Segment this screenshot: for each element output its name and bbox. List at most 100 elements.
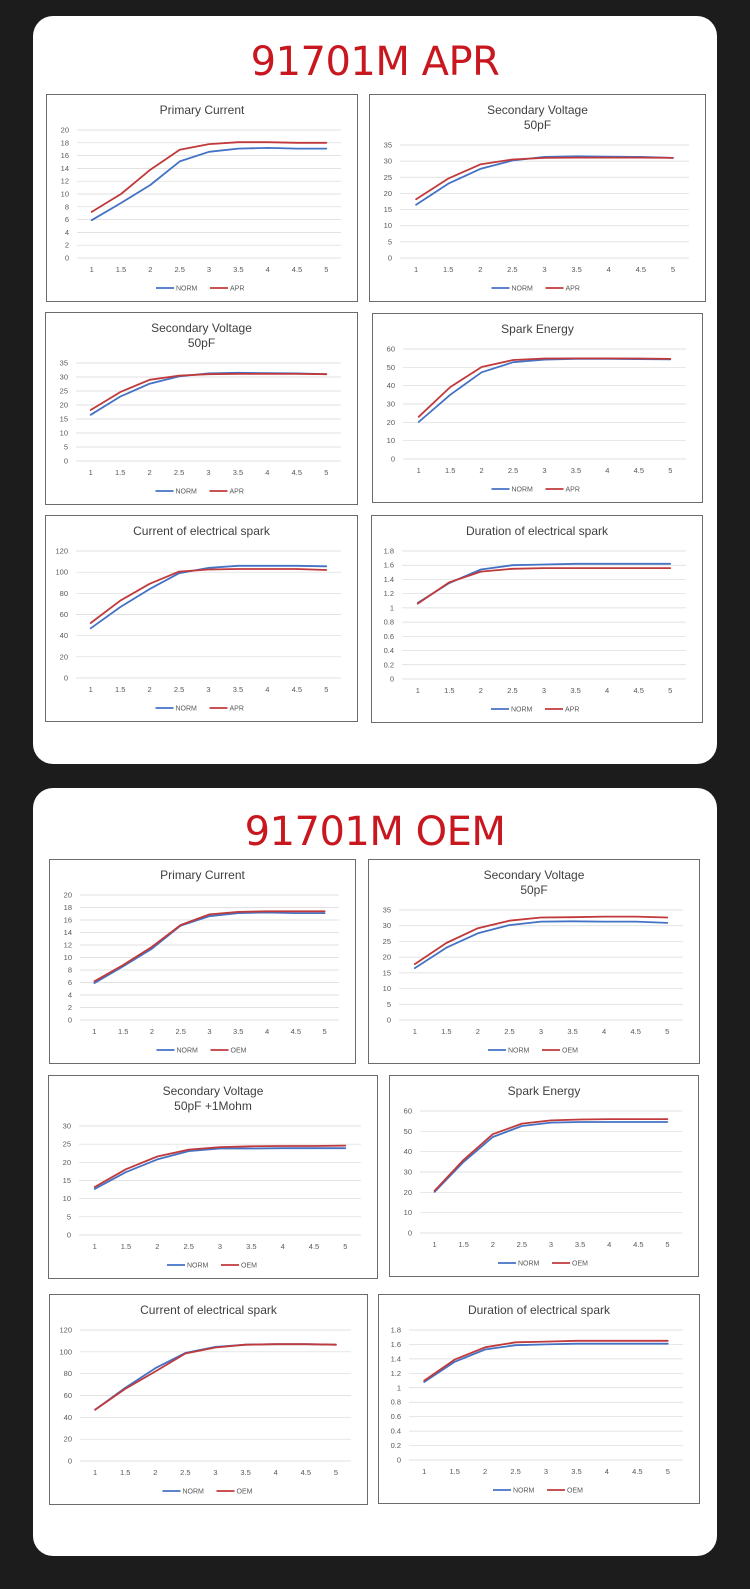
x-tick-label: 5 xyxy=(668,466,672,475)
series-line-apr xyxy=(89,568,328,624)
y-tick-label: 1.6 xyxy=(391,1340,401,1349)
x-tick-label: 3 xyxy=(207,1027,211,1036)
y-tick-label: 35 xyxy=(383,906,391,915)
y-tick-label: 100 xyxy=(59,1347,72,1356)
y-tick-label: 0.2 xyxy=(391,1441,401,1450)
y-tick-label: 10 xyxy=(384,221,392,230)
x-tick-label: 3 xyxy=(544,1467,548,1476)
chart-svg: Current of electrical spark 0 20 40 60 80 100 1… xyxy=(59,1303,351,1496)
x-tick-label: 2.5 xyxy=(174,468,184,477)
series-line-oem xyxy=(433,1118,669,1192)
y-tick-label: 15 xyxy=(383,968,391,977)
x-tick-label: 3.5 xyxy=(233,1027,243,1036)
legend-label-oem: OEM xyxy=(237,1489,253,1496)
y-tick-label: 14 xyxy=(61,164,69,173)
y-tick-label: 30 xyxy=(63,1122,71,1131)
x-tick-label: 4 xyxy=(607,265,611,274)
legend-label-norm: NORM xyxy=(512,286,534,293)
y-tick-label: 0 xyxy=(64,674,68,683)
legend-label-norm: NORM xyxy=(512,487,534,494)
y-tick-label: 1.6 xyxy=(384,561,394,570)
y-tick-label: 40 xyxy=(387,381,395,390)
y-tick-label: 0 xyxy=(67,1231,71,1240)
x-tick-label: 1 xyxy=(432,1240,436,1249)
legend-label-apr: APR xyxy=(566,487,580,494)
y-tick-label: 12 xyxy=(64,941,72,950)
chart-title-line: 50pF xyxy=(520,883,547,897)
y-tick-label: 6 xyxy=(68,978,72,987)
y-tick-label: 0.4 xyxy=(384,646,394,655)
x-tick-label: 4 xyxy=(274,1468,278,1477)
legend-label-norm: NORM xyxy=(177,1048,199,1055)
x-tick-label: 4.5 xyxy=(636,265,646,274)
y-tick-label: 0 xyxy=(65,254,69,263)
x-tick-label: 5 xyxy=(343,1242,347,1251)
x-tick-label: 4 xyxy=(281,1242,285,1251)
x-tick-label: 3 xyxy=(539,1027,543,1036)
chart-svg: Duration of electrical spark 0 0.2 0.4 0.6 0.… xyxy=(391,1303,683,1495)
x-tick-label: 1.5 xyxy=(116,265,126,274)
series-line-oem xyxy=(423,1339,669,1382)
series-line-norm xyxy=(93,1147,347,1190)
legend-label-norm: NORM xyxy=(508,1048,530,1055)
x-tick-label: 2.5 xyxy=(507,265,517,274)
x-tick-label: 1 xyxy=(416,686,420,695)
x-tick-label: 3 xyxy=(207,265,211,274)
y-tick-label: 0 xyxy=(390,675,394,684)
x-tick-label: 2 xyxy=(148,685,152,694)
x-tick-label: 3 xyxy=(542,265,546,274)
x-tick-label: 1 xyxy=(92,1027,96,1036)
x-tick-label: 2.5 xyxy=(174,685,184,694)
x-tick-label: 2 xyxy=(483,1467,487,1476)
y-tick-label: 10 xyxy=(383,984,391,993)
x-tick-label: 1.5 xyxy=(458,1240,468,1249)
y-tick-label: 12 xyxy=(61,177,69,186)
legend-label-norm: NORM xyxy=(183,1489,205,1496)
series-line-oem xyxy=(93,1144,347,1188)
x-tick-label: 1 xyxy=(89,468,93,477)
series-line-norm xyxy=(93,911,326,984)
y-tick-label: 20 xyxy=(383,953,391,962)
x-tick-label: 2 xyxy=(480,466,484,475)
x-tick-label: 2.5 xyxy=(507,686,517,695)
x-tick-label: 5 xyxy=(323,1027,327,1036)
legend-label-apr: APR xyxy=(230,286,244,293)
series-line-norm xyxy=(416,562,672,604)
chart-apr-spark-energy: Spark Energy 0 10 20 30 40 50 60 1 1.5 2 2.5 3 3.5 4 4.… xyxy=(372,313,703,503)
x-tick-label: 1.5 xyxy=(120,1468,130,1477)
y-tick-label: 1.4 xyxy=(391,1354,401,1363)
x-tick-label: 1 xyxy=(89,685,93,694)
legend-label-oem: OEM xyxy=(241,1263,257,1270)
legend-label-apr: APR xyxy=(565,707,579,714)
x-tick-label: 5 xyxy=(665,1240,669,1249)
y-tick-label: 0 xyxy=(388,254,392,263)
y-tick-label: 16 xyxy=(64,916,72,925)
chart-title-line: Current of electrical spark xyxy=(140,1303,278,1317)
series-line-norm xyxy=(415,155,674,206)
x-tick-label: 4.5 xyxy=(292,685,302,694)
x-tick-label: 3.5 xyxy=(240,1468,250,1477)
y-tick-label: 30 xyxy=(60,373,68,382)
chart-title-line: Duration of electrical spark xyxy=(466,524,609,538)
legend-label-norm: NORM xyxy=(176,489,198,496)
legend-label-norm: NORM xyxy=(511,707,533,714)
chart-svg: Primary Current 0 2 4 6 8 10 12 14 16 18 20 1 1.5 2 2.5… xyxy=(64,868,339,1055)
x-tick-label: 2.5 xyxy=(183,1242,193,1251)
x-tick-label: 2.5 xyxy=(180,1468,190,1477)
x-tick-label: 3 xyxy=(218,1242,222,1251)
x-tick-label: 3 xyxy=(213,1468,217,1477)
chart-title-line: 50pF +1Mohm xyxy=(174,1099,252,1113)
x-tick-label: 2.5 xyxy=(174,265,184,274)
y-tick-label: 15 xyxy=(60,415,68,424)
series-line-norm xyxy=(89,564,328,630)
legend-label-oem: OEM xyxy=(231,1048,247,1055)
x-tick-label: 2 xyxy=(153,1468,157,1477)
y-tick-label: 4 xyxy=(68,991,72,1000)
y-tick-label: 30 xyxy=(384,157,392,166)
y-tick-label: 5 xyxy=(387,1000,391,1009)
x-tick-label: 2 xyxy=(491,1240,495,1249)
x-tick-label: 2 xyxy=(478,265,482,274)
y-tick-label: 20 xyxy=(60,652,68,661)
